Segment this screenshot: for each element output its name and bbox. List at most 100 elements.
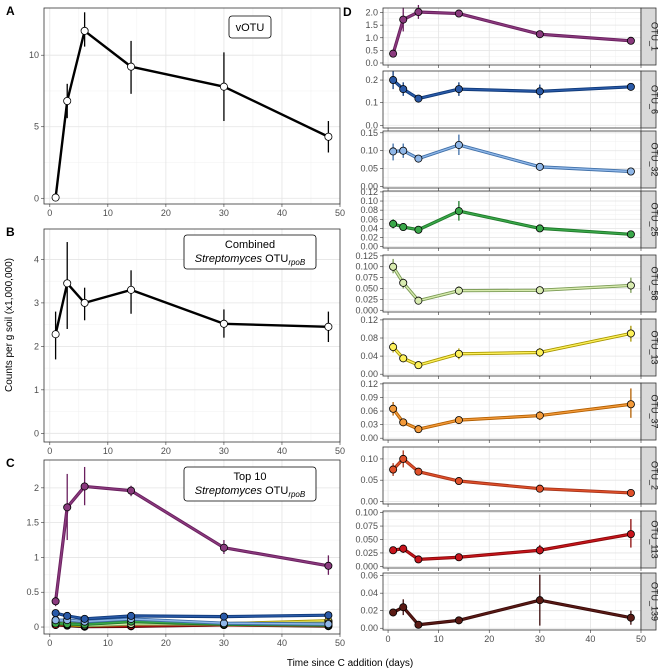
facet-strip	[640, 130, 657, 189]
y-tick-label: 0.075	[355, 521, 378, 531]
data-point	[414, 620, 423, 629]
y-tick-label: 0.05	[360, 164, 378, 174]
facet-strip-label: OTU_113	[650, 520, 660, 558]
data-point	[626, 36, 635, 45]
data-point	[414, 467, 423, 476]
facet-strip-label: OTU_13	[650, 330, 660, 364]
plot-background	[383, 573, 641, 630]
y-tick-label: 0.08	[360, 205, 378, 215]
data-point	[414, 94, 423, 103]
y-tick-label: 0.0	[365, 120, 378, 130]
y-tick-label: 0	[34, 193, 39, 203]
facet-strip	[640, 254, 657, 313]
data-point	[414, 8, 423, 17]
panel-d-label: D	[343, 5, 352, 19]
data-point	[454, 207, 463, 216]
data-point	[454, 553, 463, 562]
plot-background	[383, 71, 641, 128]
plot-background	[383, 8, 641, 65]
x-tick-label: 50	[335, 208, 345, 218]
data-point	[219, 619, 228, 628]
data-point	[535, 224, 544, 233]
y-tick-label: 0.050	[355, 284, 378, 294]
plot-background	[44, 8, 340, 204]
y-tick-label: 0.000	[355, 561, 378, 571]
data-point	[389, 76, 398, 85]
facet-strip	[640, 572, 657, 631]
y-tick-label: 0	[34, 622, 39, 632]
series-0	[389, 258, 635, 305]
data-point	[389, 343, 398, 352]
y-tick-label: 0.5	[26, 587, 39, 597]
data-point	[389, 262, 398, 271]
data-point	[127, 486, 136, 495]
data-point	[454, 140, 463, 149]
series-line	[54, 29, 329, 198]
panel-OTU_32: 0.00 0.05 0.10 0.15 OTU_32	[360, 128, 659, 192]
data-point	[389, 49, 398, 58]
y-tick-label: 0.100	[355, 262, 378, 272]
series-line	[54, 485, 329, 602]
data-point	[219, 612, 228, 621]
facet-strip-label: OTU_2	[650, 461, 660, 490]
data-point	[399, 454, 408, 463]
y-tick-label: 0	[34, 428, 39, 438]
y-tick-label: 0.05	[360, 475, 378, 485]
y-tick-label: 0.02	[360, 233, 378, 243]
data-point	[324, 132, 333, 141]
data-point	[80, 298, 89, 307]
data-point	[324, 611, 333, 620]
data-point	[454, 477, 463, 486]
data-point	[535, 286, 544, 295]
annotation-box	[183, 234, 317, 270]
x-tick-label: 20	[484, 634, 494, 644]
data-point	[51, 193, 60, 202]
data-point	[63, 279, 72, 288]
y-tick-label: 1.5	[26, 518, 39, 528]
annotation-box	[183, 466, 317, 502]
y-tick-label: 5	[34, 122, 39, 132]
y-tick-label: 0.1	[365, 98, 378, 108]
y-tick-label: 0.12	[360, 379, 378, 389]
data-point	[454, 349, 463, 358]
data-point	[414, 225, 423, 234]
y-tick-label: 0.10	[360, 454, 378, 464]
y-tick-label: 0.12	[360, 187, 378, 197]
data-point	[414, 361, 423, 370]
y-tick-label: 0.025	[355, 294, 378, 304]
y-tick-label: 0.125	[355, 251, 378, 261]
plot-background	[383, 255, 641, 312]
y-tick-label: 1.0	[365, 33, 378, 43]
y-tick-label: 0.050	[355, 535, 378, 545]
y-tick-label: 0.000	[355, 305, 378, 315]
data-point	[51, 597, 60, 606]
data-point	[389, 546, 398, 555]
x-tick-label: 10	[434, 634, 444, 644]
series-0	[389, 450, 635, 497]
data-point	[626, 530, 635, 539]
y-tick-label: 0.06	[360, 571, 378, 581]
facet-strip-label: OTU_139	[650, 582, 660, 621]
data-point	[63, 503, 72, 512]
data-point	[414, 154, 423, 163]
data-point	[219, 319, 228, 328]
y-tick-label: 0.025	[355, 548, 378, 558]
annotation-text: Top 10	[233, 471, 266, 483]
facet-strip-label: OTU_58	[650, 266, 660, 300]
y-tick-label: 0.15	[360, 128, 378, 138]
series-0	[389, 201, 635, 239]
data-point	[389, 219, 398, 228]
data-point	[80, 614, 89, 623]
annotation-text: Streptomyces OTUrpoB	[195, 253, 306, 267]
annotation-text: Combined	[225, 239, 275, 251]
y-tick-label: 2.0	[365, 8, 378, 18]
data-point	[389, 404, 398, 413]
y-tick-label: 0.02	[360, 606, 378, 616]
data-point	[389, 608, 398, 617]
y-tick-label: 0.00	[360, 182, 378, 192]
y-tick-label: 0.0	[365, 58, 378, 68]
